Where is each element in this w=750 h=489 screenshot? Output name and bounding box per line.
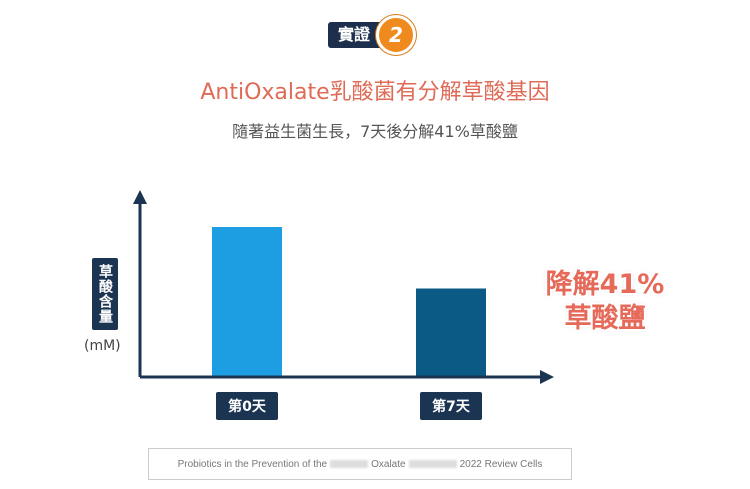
redacted-text bbox=[330, 460, 369, 468]
evidence-badge: 實證 2 bbox=[328, 15, 417, 55]
reference-part2: Oxalate bbox=[371, 458, 406, 470]
bar-0 bbox=[212, 227, 282, 377]
page-subtitle: 隨著益生菌生長，7天後分解41%草酸鹽 bbox=[232, 122, 518, 141]
redacted-text bbox=[408, 460, 457, 468]
y-axis-label: 草酸含量 bbox=[92, 258, 118, 330]
page-title: AntiOxalate乳酸菌有分解草酸基因 bbox=[200, 80, 550, 105]
reference-box: Probiotics in the Prevention of the Oxal… bbox=[148, 448, 572, 480]
y-axis-arrow bbox=[133, 190, 147, 204]
badge-number: 2 bbox=[376, 15, 417, 55]
y-axis-unit: (mM) bbox=[84, 338, 121, 354]
x-axis-arrow bbox=[540, 370, 554, 384]
bar-1 bbox=[416, 288, 486, 377]
reference-part3: 2022 Review Cells bbox=[459, 458, 543, 470]
annotation-line2: 草酸鹽 bbox=[564, 303, 646, 334]
category-label-day7: 第7天 bbox=[420, 392, 482, 420]
reduction-annotation: 降解41% 草酸鹽 bbox=[530, 268, 680, 336]
reference-part1: Probiotics in the Prevention of the bbox=[177, 458, 328, 470]
category-label-day0: 第0天 bbox=[216, 392, 278, 420]
annotation-line1: 降解41% bbox=[545, 269, 665, 300]
